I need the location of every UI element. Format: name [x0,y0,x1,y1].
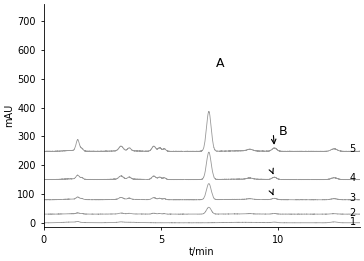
Text: 2: 2 [350,208,356,218]
Text: B: B [279,125,288,138]
Text: 3: 3 [350,193,356,203]
Text: 5: 5 [350,144,356,155]
Y-axis label: mAU: mAU [4,104,14,127]
Text: 4: 4 [350,173,356,183]
X-axis label: t/min: t/min [189,247,215,257]
Text: A: A [216,57,225,70]
Text: 1: 1 [350,217,356,227]
